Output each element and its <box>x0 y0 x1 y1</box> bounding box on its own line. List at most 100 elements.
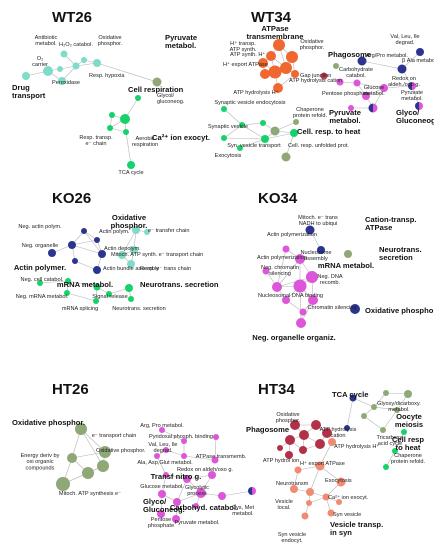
label-exocytosis-wt34: Exocytosis <box>215 153 242 159</box>
n-ht34-39-node <box>383 464 389 470</box>
n-ko34-7-node <box>262 267 270 275</box>
label-negcellcatabol: Neg. cell catabol. <box>21 277 64 283</box>
network-edge <box>239 138 266 149</box>
label-synvesicle-ht34: Syn vesicle <box>333 512 361 518</box>
n-ko26-6-node <box>93 266 101 274</box>
n-wt34-8-node <box>291 70 299 78</box>
node-half <box>419 102 423 110</box>
n-ht34-30-node <box>383 390 389 396</box>
n-wt34-30-node <box>290 129 298 137</box>
n-ht34-36-node <box>328 438 336 446</box>
n-ko34-9-node <box>293 279 307 293</box>
n-ht34-7-node <box>163 472 169 478</box>
label-atphydro-ht34: ATP hydrolysis cation <box>320 427 357 439</box>
n-ht34-18-node <box>213 434 219 440</box>
label-glyco-wt34: Glyco/Gluconeog. <box>396 108 434 125</box>
n-wt34-22-node <box>348 105 354 111</box>
n-ht34-40-node <box>315 461 325 471</box>
n-wt26-5-node <box>93 59 101 67</box>
n-ko26-11-node <box>130 246 138 254</box>
label-actinpolymer-b: Actin polymer. <box>14 263 66 272</box>
label-actinpolz-ko34: Actin polymerization <box>267 232 317 238</box>
label-neurotrans-small: Neurotrans. secretion <box>112 306 165 312</box>
network-edge <box>186 474 213 480</box>
network-edge <box>373 406 398 411</box>
network-edge <box>67 280 98 288</box>
label-nucleosome: Nucleosome assembly <box>300 250 331 262</box>
n-ht34-16-node <box>193 503 199 509</box>
label-pyruvate-wt26: Pyruvate metabol. <box>165 33 197 50</box>
label-htransp: H⁺ transp. ATP synth. <box>230 40 257 53</box>
network-edge <box>394 431 405 452</box>
label-mrna-ko26: mRNA metabol. <box>57 280 113 289</box>
network-edge <box>39 280 69 284</box>
label-argpro-ht34: Arg, Pro metabol. <box>140 423 184 429</box>
label-balametabol: β Ala metabol. <box>402 58 434 64</box>
label-oxphos-ht26-small: Oxidative phosphor. <box>96 448 146 454</box>
n-ko34-2-node <box>317 246 325 254</box>
n-ht34-13-node <box>218 492 226 500</box>
label-negorganelle-ko26: Neg. organelle <box>22 243 58 249</box>
n-wt34-28-node <box>221 135 227 141</box>
label-aerobic: Aerobic respiration <box>132 136 158 148</box>
n-ht26-3-node <box>97 460 109 472</box>
n-ko34-10-node <box>282 296 290 304</box>
label-etransport-ht26: e⁻ transport chain <box>92 433 137 439</box>
network-edge <box>276 258 301 288</box>
n-wt34-2-node <box>266 51 276 61</box>
label-phagosome-wt34: Phagosome <box>328 50 371 59</box>
label-redox-ht34: Redox on aldeh/oxo g. <box>177 467 233 473</box>
n-ko26-4-node <box>98 250 106 258</box>
n-ht34-22-node <box>299 430 309 440</box>
label-chaperone-wt34: Chaperone protein refold. <box>293 107 328 119</box>
n-ht34-3-node <box>163 447 169 453</box>
n-ht26-2-node <box>99 446 111 458</box>
n-ht34-37-node <box>401 429 407 435</box>
network-edge <box>223 137 266 140</box>
n-ko26-16-node <box>93 298 99 304</box>
n-wt34-19-node <box>408 82 416 90</box>
network-edge <box>223 124 243 139</box>
label-chromatinsil: Chromatin silencing <box>307 305 356 311</box>
n-ko34-4-node <box>306 271 318 283</box>
label-resp-hypoxia: Resp. hypoxia <box>89 73 125 79</box>
label-alaasp: Ala, Asp,Glut metabol. <box>137 460 193 466</box>
label-atphydroh-ht34: ATP hydrolysis H⁺ <box>334 443 379 450</box>
n-wt26-3-node <box>57 66 63 72</box>
label-atphydro-h: ATP hydrolysis H⁺ <box>233 89 278 96</box>
label-cellresp-ht34: Cell resp to heat <box>392 435 424 452</box>
network-edge <box>276 248 287 288</box>
network-edge <box>363 415 384 431</box>
label-transfnitro: Transf nitro g. <box>151 472 202 481</box>
n-ht34-48-node <box>301 512 309 520</box>
panel-title-wt26: WT26 <box>52 9 92 26</box>
network-edge <box>241 124 266 140</box>
n-ht26-5-node <box>67 453 77 463</box>
n-ht34-1-node <box>159 427 165 433</box>
n-ht34-15-node <box>172 515 180 523</box>
node-half <box>373 103 378 113</box>
network-edge <box>80 428 104 467</box>
network-edge <box>241 122 264 126</box>
network-edge <box>276 276 313 288</box>
n-ko26-20-node <box>128 296 134 302</box>
label-mrna-ko34: mRNA metabol. <box>318 261 374 270</box>
n-wt34-26-node <box>260 120 266 126</box>
label-resptransp: Resp. transp. e⁻ chain <box>79 135 113 147</box>
n-wt34-1-node <box>273 39 285 51</box>
n-wt34-25-node <box>239 122 245 128</box>
label-atphydrol-ht34: ATP hydrol ion <box>263 458 299 464</box>
n-wt34-20-node <box>415 102 423 110</box>
n-ht34-27-node <box>277 445 283 451</box>
label-oxphos-wt34: Oxidative phosphor. <box>300 39 325 51</box>
label-hexport: H⁺ export ATPase <box>223 61 268 68</box>
label-vesiclelocal: Vesicle local. <box>275 499 293 511</box>
n-ko34-13-node <box>296 318 306 328</box>
node-half <box>368 103 373 113</box>
n-ko26-15-node <box>65 278 71 284</box>
n-ht34-31-node <box>404 390 412 398</box>
network-edge <box>385 450 396 468</box>
n-wt34-15-node <box>336 78 344 86</box>
label-unfolded: Cell. resp. unfolded prot. <box>288 143 349 149</box>
label-oocyte: Oocyte meiosis <box>395 412 423 429</box>
